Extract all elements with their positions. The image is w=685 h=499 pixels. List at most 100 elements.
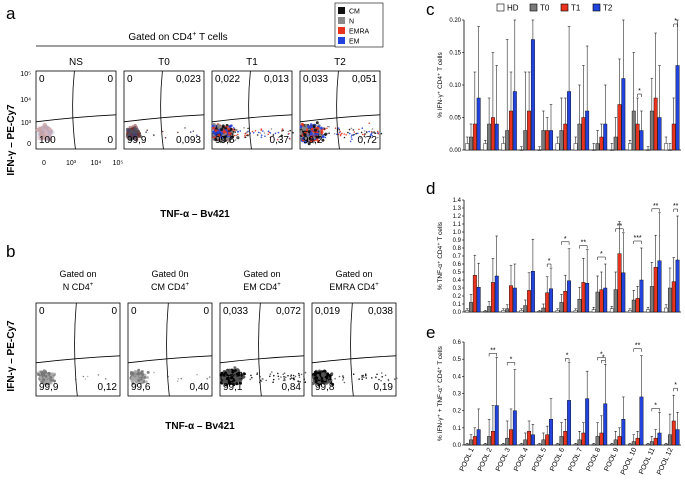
bar-hd [519, 443, 524, 446]
event-dot [134, 132, 138, 136]
event-dot [84, 378, 87, 380]
bar-t0 [523, 130, 528, 151]
bar-hd [483, 311, 488, 313]
event-dot [240, 376, 242, 379]
bar-hd [555, 443, 560, 446]
bar-legend-swatch-t1 [560, 3, 569, 12]
gate-vertical [248, 70, 252, 150]
legend-label-cm: CM [349, 9, 360, 16]
cell-cloud [299, 121, 383, 146]
quadrant-upper-right: 0 [111, 306, 117, 317]
event-dot [384, 374, 387, 377]
panel-c-letter: c [426, 0, 435, 19]
event-dot [308, 125, 312, 129]
significance-label: * [674, 18, 677, 25]
event-dot [230, 134, 233, 136]
event-dot [145, 131, 147, 133]
event-dot [254, 130, 257, 132]
panel-a-xlabel: TNF-α – Bv421 [160, 209, 230, 220]
event-dot [373, 131, 375, 133]
event-dot [130, 376, 134, 380]
event-dot [281, 128, 284, 130]
bar-t1 [527, 431, 532, 446]
cell-cloud [211, 122, 294, 144]
event-dot [352, 134, 354, 136]
event-dot [240, 371, 242, 374]
bar-legend-swatch-hd [496, 3, 505, 12]
title-main: EMRA CD4 [329, 282, 375, 292]
event-dot [339, 134, 342, 137]
event-dot [378, 378, 380, 381]
bar-hd [646, 309, 650, 313]
bar-t0 [559, 302, 564, 313]
quadrant-upper-left: 0,033 [303, 74, 328, 85]
bar-t2 [476, 429, 481, 446]
event-dot [320, 379, 324, 383]
event-dot [364, 133, 366, 135]
significance-bracket [488, 353, 497, 357]
bar-t2 [512, 410, 517, 446]
event-dot [134, 131, 138, 135]
significance-label: * [548, 258, 551, 265]
y-tick-label: 0.8 [453, 246, 462, 252]
event-dot [342, 377, 345, 379]
bar-t1 [653, 267, 658, 313]
bar-t2 [530, 434, 535, 446]
bar-t1 [563, 123, 568, 151]
event-dot [316, 371, 319, 375]
panel-d-letter: d [426, 179, 435, 198]
event-dot [233, 134, 236, 137]
panel-a-plots: NS 0 0 100 0 T0 0 0,023 99,9 0,093 T1 0,022 0,013 99,… [20, 57, 383, 167]
significance-bracket [651, 408, 660, 412]
event-dot [244, 134, 246, 137]
event-dot [359, 137, 362, 139]
event-dot [303, 375, 305, 378]
quadrant-upper-left: 0 [39, 306, 45, 317]
quadrant-lower-left: 99,6 [131, 382, 151, 393]
y-tick-label: 0.05 [449, 116, 461, 122]
event-dot [352, 373, 355, 376]
quadrant-lower-right: 0,37 [270, 135, 290, 146]
significance-label: ** [490, 347, 496, 354]
bar-t1 [671, 123, 676, 151]
event-dot [261, 378, 264, 380]
y-tick-label: 1.3 [453, 206, 462, 212]
significance-bracket [637, 93, 642, 97]
event-dot [299, 381, 301, 383]
y-axis-label: % IFN-γ⁺ CD4⁺ T cells [437, 52, 444, 118]
bar-t2 [585, 110, 590, 151]
bar-t0 [469, 302, 473, 313]
y-tick-label: 0.6 [453, 340, 462, 346]
bar-t1 [581, 117, 586, 151]
bar-t1 [635, 123, 640, 151]
gate-horizontal [211, 114, 293, 123]
x-tick-label: POOL 8 [585, 447, 602, 473]
significance-label: * [510, 356, 513, 363]
bar-t2 [639, 130, 644, 151]
event-dot [321, 135, 325, 139]
event-dot [340, 133, 342, 136]
event-dot [44, 374, 48, 378]
bar-t1 [671, 420, 676, 446]
bar-legend-swatch-t2 [592, 3, 601, 12]
bar-hd [465, 143, 470, 151]
event-dot [380, 132, 383, 135]
event-dot [358, 378, 360, 380]
event-dot [49, 375, 53, 379]
event-dot [314, 376, 318, 379]
cell-cloud [219, 366, 307, 387]
bar-t0 [559, 130, 564, 151]
y-tick-label: 0.0 [453, 443, 462, 449]
chart-c: 0.00 0.05 0.10 0.15 0.20 % IFN-γ⁺ CD4⁺ T cell… [437, 18, 681, 154]
event-dot [328, 132, 330, 134]
event-dot [228, 125, 232, 129]
event-dot [226, 137, 230, 141]
event-dot [276, 138, 279, 141]
quadrant-upper-left: 0 [127, 74, 133, 85]
bar-hd [573, 143, 578, 151]
y-tick-label: 0.20 [449, 18, 461, 24]
event-dot [40, 380, 44, 384]
event-dot [350, 136, 353, 138]
flow-plot: 0 0 99,9 0,12 [35, 302, 121, 397]
event-dot [364, 136, 367, 139]
